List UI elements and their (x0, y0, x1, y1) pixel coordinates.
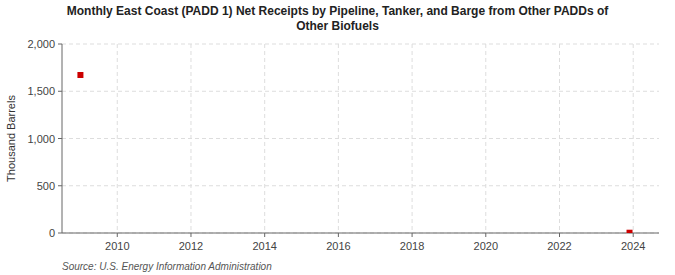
grid (62, 44, 659, 233)
tick (559, 233, 560, 237)
title: Other Biofuels (296, 19, 379, 33)
tick-label: 2016 (326, 240, 350, 252)
grid-line (264, 44, 265, 233)
y-axis-label: Thousand Barrels (5, 95, 17, 182)
grid-line (117, 44, 118, 233)
tick (58, 233, 62, 234)
tick-label: 2022 (547, 240, 571, 252)
chart: Monthly East Coast (PADD 1) Net Receipts… (0, 0, 675, 275)
tick (338, 233, 339, 237)
tick (58, 91, 62, 92)
tick-label: 2012 (179, 240, 203, 252)
tick-label: 1,500 (27, 85, 55, 97)
x-axis-line (62, 233, 659, 234)
tick-label: 2,000 (27, 38, 55, 50)
tick-label: 1,000 (27, 133, 55, 145)
tick (412, 233, 413, 237)
point (627, 230, 633, 233)
tick (633, 233, 634, 237)
tick-label: 2020 (474, 240, 498, 252)
grid-line (62, 91, 659, 92)
y-axis-line (62, 44, 63, 233)
tick-label: 2024 (621, 240, 645, 252)
tick (58, 44, 62, 45)
tick-label: 500 (37, 180, 55, 192)
grid-line (190, 44, 191, 233)
grid-line (412, 44, 413, 233)
tick-label: 2014 (252, 240, 276, 252)
point (77, 72, 83, 78)
grid-line (62, 138, 659, 139)
tick (190, 233, 191, 237)
tick (58, 138, 62, 139)
grid-line (633, 44, 634, 233)
tick (117, 233, 118, 237)
tick (485, 233, 486, 237)
tick-label: 2018 (400, 240, 424, 252)
grid-line (485, 44, 486, 233)
grid-line (62, 233, 659, 234)
axes: 0 500 1,000 1,500 2,000 2010 2012 2014 2016 2018 2… (27, 38, 659, 252)
grid-line (338, 44, 339, 233)
title: Monthly East Coast (PADD 1) Net Receipts… (67, 4, 609, 18)
grid-line (62, 185, 659, 186)
grid-line (559, 44, 560, 233)
grid-line (62, 44, 659, 45)
tick-label: 0 (49, 227, 55, 239)
tick-label: 2010 (105, 240, 129, 252)
tick (264, 233, 265, 237)
tick (58, 185, 62, 186)
points (77, 72, 632, 233)
source: Source: U.S. Energy Information Administ… (62, 261, 272, 272)
